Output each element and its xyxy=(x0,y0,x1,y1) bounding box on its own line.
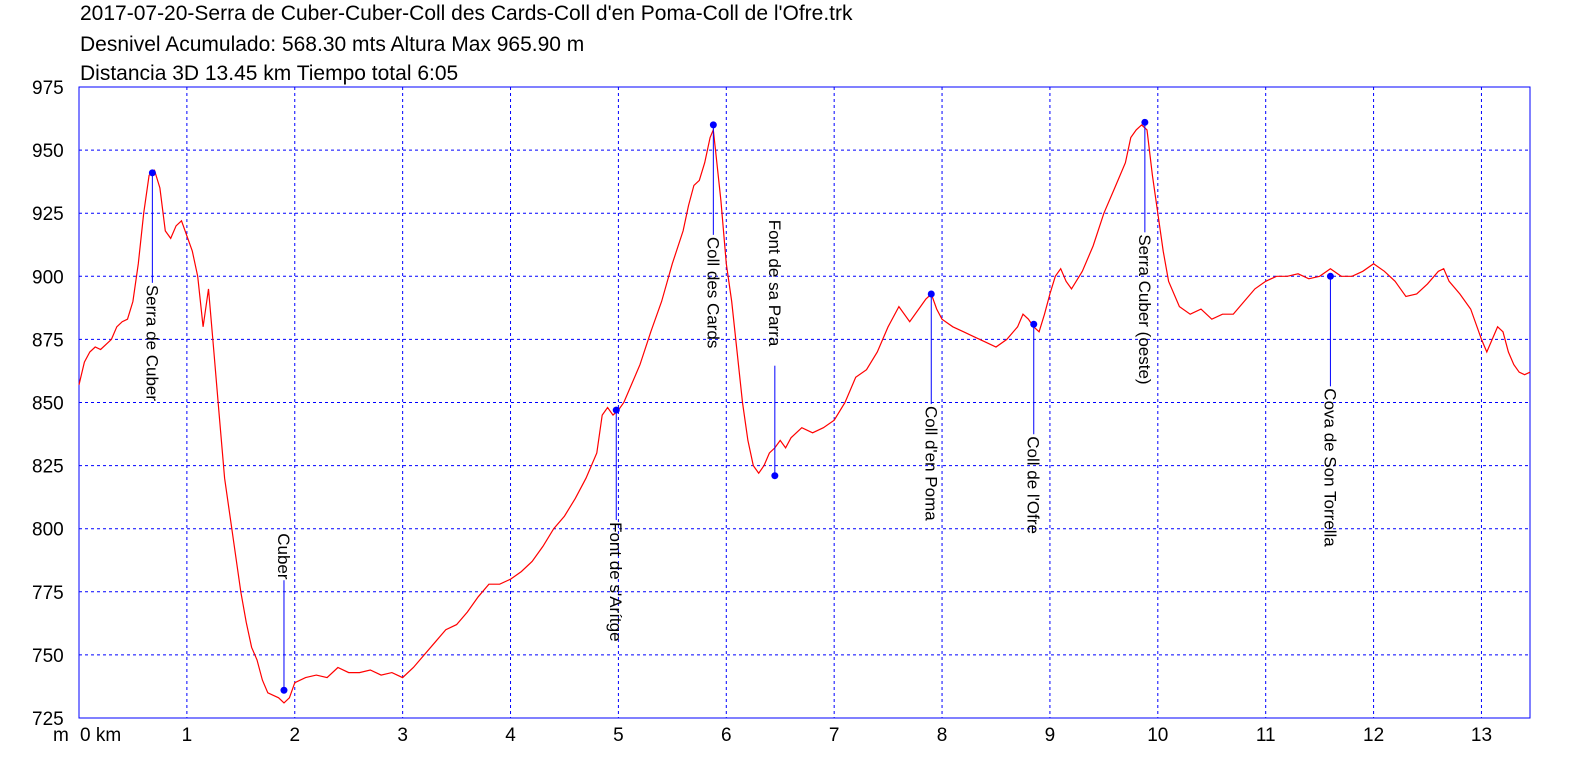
y-tick-label: 850 xyxy=(32,394,64,415)
waypoint-marker xyxy=(612,406,620,414)
waypoint-label: Cova de Son Torrella xyxy=(1320,388,1339,547)
waypoint-label: Font de sa Parra xyxy=(765,220,784,347)
elevation-summary: Desnivel Acumulado: 568.30 mts Altura Ma… xyxy=(80,33,585,56)
waypoint-marker xyxy=(927,290,935,298)
y-tick-label: 750 xyxy=(32,646,64,667)
distance-time-summary: Distancia 3D 13.45 km Tiempo total 6:05 xyxy=(80,62,459,85)
waypoint-label: Coll de l'Ofre xyxy=(1024,436,1043,534)
x-tick-label: 4 xyxy=(505,725,516,746)
x-tick-label: 5 xyxy=(613,725,624,746)
x-tick-label: 8 xyxy=(937,725,948,746)
waypoint-label: Coll d'en Poma xyxy=(921,406,940,521)
x-tick-label: 0 km xyxy=(80,725,121,746)
y-tick-label: 825 xyxy=(32,457,64,478)
x-tick-label: 1 xyxy=(182,725,193,746)
y-tick-label: 800 xyxy=(32,520,64,541)
y-tick-label: 950 xyxy=(32,141,64,162)
y-tick-label: 875 xyxy=(32,330,64,351)
y-unit-label: m xyxy=(53,725,69,746)
elevation-line xyxy=(78,124,1531,704)
chart-title: 2017-07-20-Serra de Cuber-Cuber-Coll des… xyxy=(80,2,853,25)
y-tick-label: 725 xyxy=(32,709,64,730)
x-tick-label: 10 xyxy=(1147,725,1168,746)
y-tick-label: 975 xyxy=(32,78,64,99)
waypoint-label: Cuber xyxy=(274,533,293,580)
waypoint-marker xyxy=(709,121,717,129)
y-tick-label: 925 xyxy=(32,204,64,225)
x-tick-label: 7 xyxy=(829,725,840,746)
x-tick-label: 2 xyxy=(289,725,300,746)
x-tick-label: 11 xyxy=(1256,725,1276,746)
x-tick-label: 6 xyxy=(721,725,732,746)
plot-frame xyxy=(78,86,1531,719)
waypoint-marker xyxy=(280,686,288,694)
waypoint-marker xyxy=(1326,272,1334,280)
x-tick-label: 9 xyxy=(1045,725,1056,746)
waypoint-marker xyxy=(771,472,779,480)
waypoint-label: Serra de Cuber xyxy=(142,285,161,402)
x-tick-label: 13 xyxy=(1471,725,1492,746)
x-tick-label: 3 xyxy=(397,725,408,746)
waypoint-label: Font de s'Arítge xyxy=(606,522,625,641)
waypoint-marker xyxy=(1141,118,1149,126)
x-tick-label: 12 xyxy=(1363,725,1384,746)
y-tick-label: 900 xyxy=(32,267,64,288)
waypoint-marker xyxy=(148,169,156,177)
waypoint-label: Serra Cuber (oeste) xyxy=(1135,234,1154,384)
waypoint-marker xyxy=(1030,320,1038,328)
waypoint-label: Coll des Cards xyxy=(703,237,722,348)
y-tick-label: 775 xyxy=(32,583,64,604)
